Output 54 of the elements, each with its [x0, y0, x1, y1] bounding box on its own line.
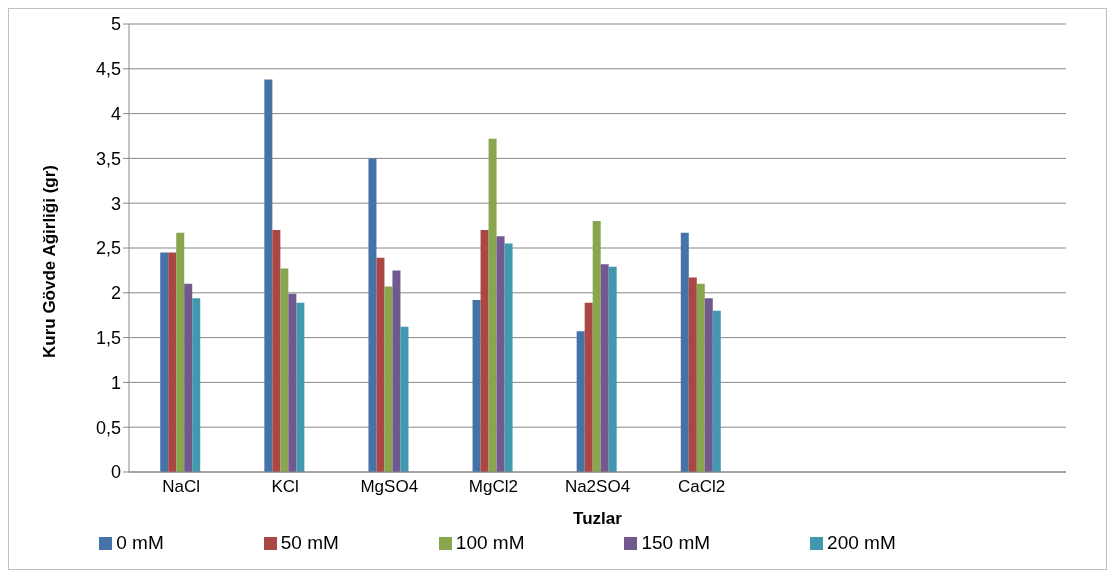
- bar: [400, 326, 409, 472]
- x-tick-label: MgCl2: [468, 477, 518, 497]
- y-tick-label: 5: [110, 14, 121, 35]
- legend-label: 50 mM: [280, 532, 339, 553]
- y-tick-label: 2,5: [95, 238, 121, 259]
- bar: [592, 221, 601, 472]
- bar: [184, 283, 193, 472]
- bar: [576, 331, 585, 472]
- bar: [496, 236, 505, 472]
- x-axis-title: Tuzlar: [573, 509, 623, 528]
- bar: [504, 243, 513, 472]
- bar: [712, 310, 721, 472]
- bar: [680, 232, 689, 472]
- legend-label: 100 mM: [455, 532, 525, 553]
- y-tick-label: 1,5: [95, 327, 121, 348]
- legend-label: 150 mM: [641, 532, 711, 553]
- bar: [288, 293, 297, 472]
- y-tick-label: 0: [110, 462, 121, 483]
- bar: [264, 79, 273, 472]
- x-tick-label: MgSO4: [360, 477, 419, 497]
- bar: [192, 298, 201, 472]
- y-tick-label: 4: [110, 103, 121, 124]
- legend-label: 200 mM: [827, 532, 896, 553]
- bar: [384, 286, 393, 472]
- bar: [608, 266, 617, 472]
- bar: [168, 252, 177, 472]
- bar: [704, 298, 713, 472]
- bar: [688, 277, 697, 472]
- x-tick-label: Na2SO4: [564, 477, 631, 497]
- bar: [488, 138, 497, 472]
- bar: [472, 299, 481, 472]
- y-tick-label: 4,5: [95, 59, 121, 80]
- bar: [376, 257, 385, 472]
- bar: [480, 230, 489, 472]
- y-tick-label: 1: [110, 372, 121, 393]
- y-axis-title: Kuru Gövde Ağirliği (gr): [40, 165, 60, 358]
- bar: [280, 268, 289, 472]
- bar: [696, 283, 705, 472]
- y-tick-label: 3,5: [95, 148, 121, 169]
- bar: [600, 264, 609, 472]
- bar: [176, 232, 185, 472]
- x-tick-label: CaCl2: [677, 477, 726, 497]
- bar: [160, 252, 169, 472]
- y-tick-label: 3: [110, 193, 121, 214]
- y-tick-label: 2: [110, 283, 121, 304]
- x-tick-label: KCl: [271, 477, 299, 497]
- x-tick-label: NaCl: [162, 477, 200, 497]
- y-tick-label: 0,5: [95, 417, 121, 438]
- bar: [392, 270, 401, 472]
- legend-label: 0 mM: [116, 532, 164, 553]
- bar: [296, 302, 305, 472]
- bar: [584, 302, 593, 472]
- bar: [368, 158, 377, 472]
- bar: [272, 230, 281, 472]
